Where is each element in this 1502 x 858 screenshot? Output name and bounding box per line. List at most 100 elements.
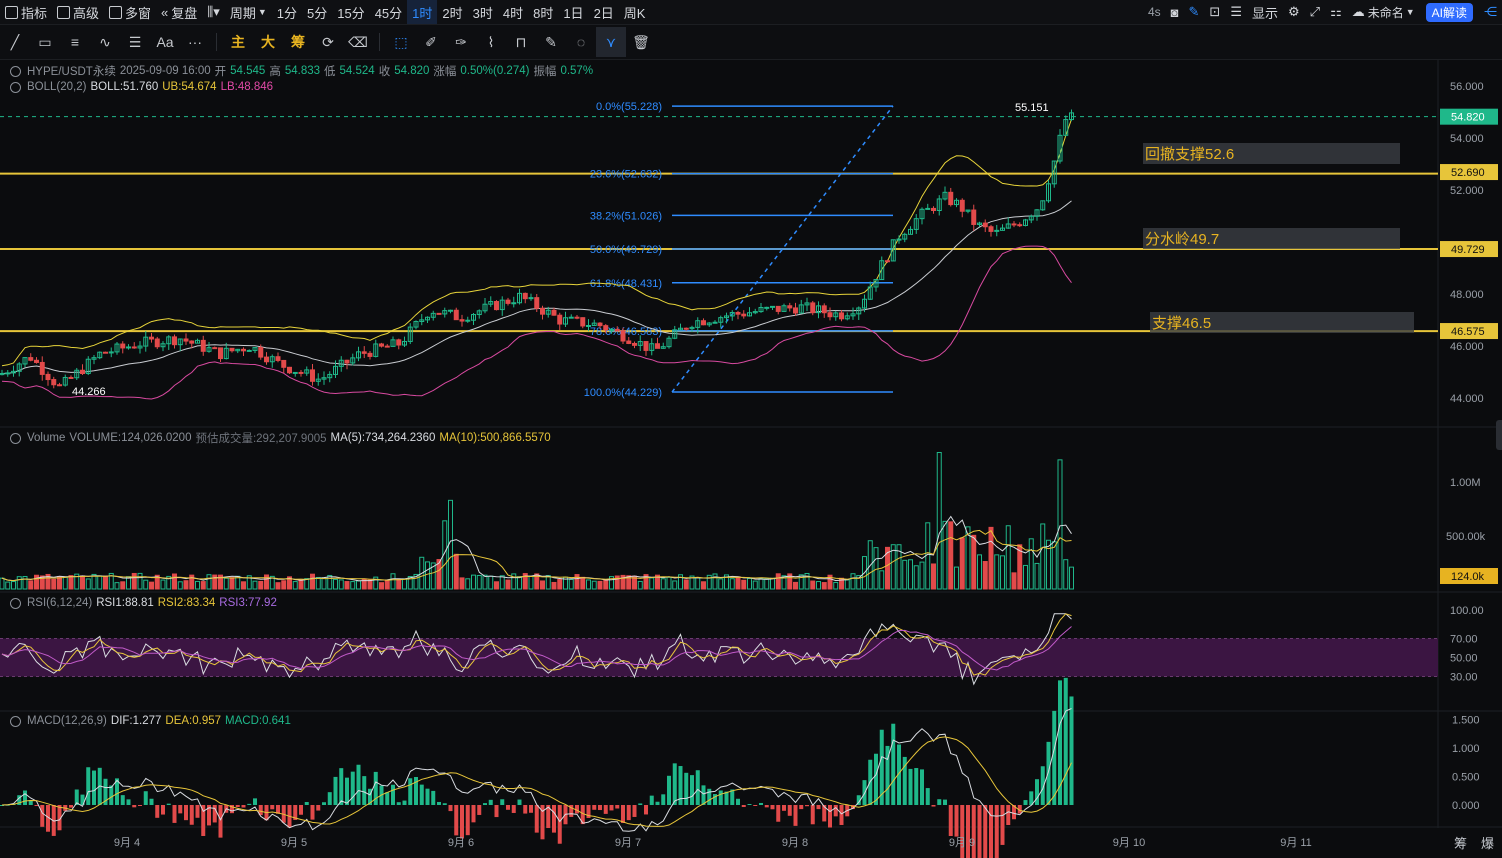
horizontal-lines-tool-icon[interactable]: ≡ [70, 34, 80, 50]
magnet-icon[interactable]: ⌇ [487, 33, 495, 50]
trash-icon[interactable]: 🗑 [632, 33, 650, 50]
macd-histogram-bar [994, 805, 999, 858]
refresh-interval[interactable]: 4s [1147, 5, 1161, 19]
ai-interpret-button[interactable]: AI解读 [1425, 2, 1473, 22]
candle-body [977, 222, 982, 225]
volume-bar [298, 579, 304, 590]
period-15m[interactable]: 15分 [337, 5, 365, 21]
macd-histogram-bar [799, 805, 804, 810]
wave-tool-icon[interactable]: ∿ [99, 33, 111, 50]
period-1w[interactable]: 周K [623, 5, 646, 21]
volume-bar [172, 573, 177, 590]
hide-icon[interactable]: ◌ [576, 34, 586, 50]
chip-button[interactable]: 筹 [291, 34, 305, 50]
edit-icon[interactable]: ✎ [545, 33, 557, 50]
select-tool-icon[interactable]: ⬚ [394, 33, 408, 50]
period-4h[interactable]: 4时 [502, 5, 524, 21]
price-marker-tag [1440, 323, 1498, 340]
highlighter-icon[interactable]: ✑ [455, 33, 467, 50]
macd-histogram-bar [943, 799, 947, 805]
macd-histogram-bar [408, 778, 413, 805]
macd-histogram-bar [523, 805, 528, 814]
macd-histogram-bar [379, 785, 384, 805]
candle-body [407, 326, 413, 342]
settings-list-icon[interactable]: ☰ [1230, 4, 1242, 19]
indicator-button[interactable]: 指标 [0, 0, 52, 24]
period-dropdown[interactable]: 周期 ▼ [229, 5, 267, 21]
eraser-icon[interactable]: ⌫ [348, 33, 368, 50]
candle-type-button[interactable]: ⫼▾ [202, 0, 225, 24]
volume-bar [361, 578, 367, 590]
period-1d[interactable]: 1日 [563, 5, 584, 21]
period-8h[interactable]: 8时 [533, 5, 554, 21]
period-2d[interactable]: 2日 [593, 5, 614, 21]
candle-body [591, 322, 597, 326]
volume-bar [666, 576, 672, 590]
period-1m[interactable]: 1分 [276, 5, 297, 21]
volume-bar [373, 576, 379, 590]
volume-bar [965, 526, 971, 590]
account-dropdown[interactable]: ☁ 未命名 ▼ [1351, 4, 1415, 20]
trendline-tool-icon[interactable]: ╱ [10, 33, 20, 50]
rsi-legend: RSI(6,12,24) RSI1:88.81 RSI2:83.34 RSI3:… [10, 597, 277, 609]
price-axis-tick: 54.000 [1450, 133, 1484, 145]
rectangle-tool-icon[interactable]: ▭ [38, 33, 52, 50]
volume-bar [1046, 539, 1051, 590]
candle-body [902, 233, 908, 240]
text-tool[interactable]: Aa [156, 34, 174, 50]
main-force-button[interactable]: 主 [231, 34, 245, 50]
period-45m[interactable]: 45分 [374, 5, 403, 21]
panel-scroll-handle[interactable] [1496, 420, 1502, 450]
candle-body [5, 372, 11, 375]
multi-window-button[interactable]: 多窗 [104, 0, 156, 24]
gear-icon[interactable]: ⚙ [1288, 4, 1300, 19]
layout-icon[interactable]: ⚏ [1330, 4, 1342, 19]
filter-icon[interactable]: ⋎ [596, 27, 626, 57]
eye-icon[interactable] [10, 65, 21, 77]
candle-body [816, 305, 821, 314]
replay-button[interactable]: «复盘 [161, 4, 198, 21]
big-order-button[interactable]: 大 [261, 34, 275, 50]
pen-icon[interactable]: ✎ [1188, 4, 1200, 19]
share-icon[interactable]: ⊡ [1209, 4, 1221, 19]
period-3h[interactable]: 3时 [472, 5, 493, 21]
volume-bar [931, 563, 936, 590]
macd-histogram-bar [868, 759, 873, 805]
advanced-button[interactable]: 高级 [52, 0, 104, 24]
chip-distribution-button[interactable]: 筹 [1453, 836, 1467, 851]
macd-histogram-bar [575, 805, 579, 814]
collapse-icon[interactable] [10, 432, 21, 444]
collapse-icon[interactable] [10, 597, 21, 609]
volume-bar [143, 579, 149, 590]
candle-body [149, 336, 154, 340]
display-button[interactable]: 显示 [1251, 5, 1278, 21]
candle-body [747, 312, 752, 317]
volume-bar [890, 544, 896, 590]
macd-histogram-bar [103, 778, 108, 805]
more-tools[interactable]: ··· [188, 34, 202, 50]
candle-body [22, 357, 28, 365]
volume-bar [356, 580, 361, 590]
sync-icon[interactable]: ⟳ [322, 33, 334, 50]
volume-bar [816, 581, 821, 590]
collapse-icon[interactable] [10, 715, 21, 727]
candle-body [959, 199, 965, 212]
period-5m[interactable]: 5分 [306, 5, 328, 21]
macd-histogram-bar [592, 805, 597, 810]
candle-body [551, 309, 557, 316]
macd-histogram-bar [166, 803, 171, 805]
lock-icon[interactable]: ⊓ [515, 33, 527, 50]
brush-icon[interactable]: ✐ [425, 33, 437, 50]
fullscreen-icon[interactable]: ⤢ [1309, 4, 1321, 19]
liquidation-button[interactable]: 爆 [1480, 836, 1494, 851]
price-marker-label: 49.729 [1451, 244, 1485, 256]
macd-histogram-bar [661, 794, 666, 805]
period-1h[interactable]: 1时 [407, 0, 438, 24]
fib-tool-icon[interactable]: ☰ [128, 33, 142, 50]
collapse-icon[interactable] [10, 81, 21, 93]
period-2h[interactable]: 2时 [442, 5, 463, 21]
camera-icon[interactable]: ◙ [1170, 4, 1179, 20]
share-network-icon[interactable]: ⋲ [1484, 4, 1497, 19]
price-axis-tick: 46.000 [1450, 341, 1484, 353]
